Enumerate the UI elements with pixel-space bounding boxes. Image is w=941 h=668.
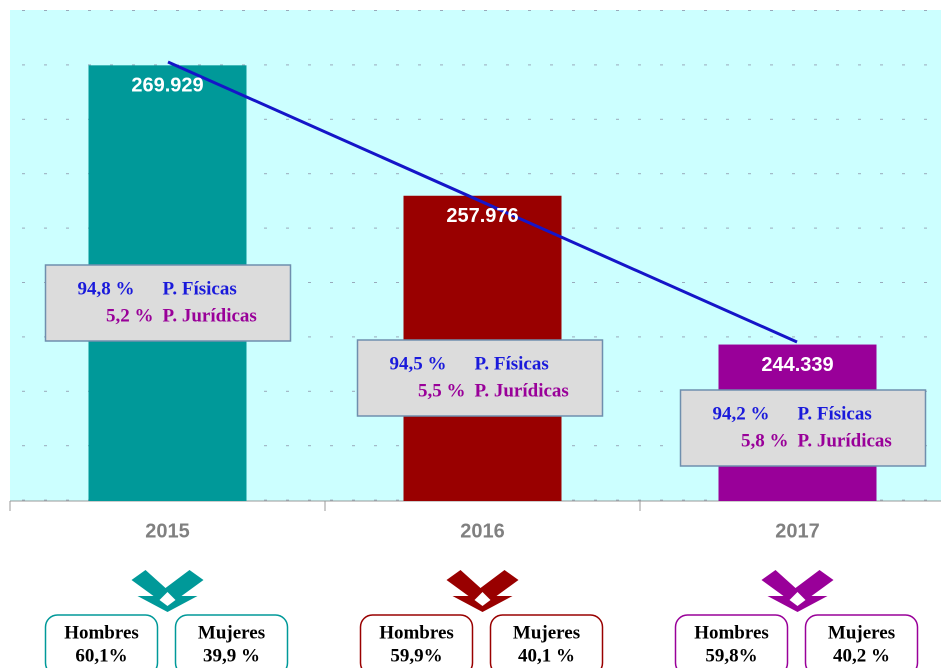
mujeres-pct: 40,1 % xyxy=(518,645,575,666)
value-label: 244.339 xyxy=(761,354,833,376)
hombres-label: Hombres xyxy=(694,622,769,643)
hombres-pct: 59,8% xyxy=(705,645,757,666)
x-tick-label: 2016 xyxy=(460,520,505,542)
x-tick-label: 2017 xyxy=(775,520,820,542)
hombres-box xyxy=(359,614,474,668)
arrow-notch xyxy=(789,592,806,606)
mujeres-label: Mujeres xyxy=(513,622,580,643)
split-arrow xyxy=(761,570,834,612)
fisicas-pct: 94,8 % xyxy=(78,278,135,299)
value-label: 257.976 xyxy=(446,205,518,227)
juridicas-label: P. Jurídicas xyxy=(163,305,257,326)
mujeres-box xyxy=(804,614,919,668)
trend-line xyxy=(167,60,798,344)
split-arrow xyxy=(131,570,204,612)
x-tick-label: 2015 xyxy=(145,520,190,542)
mujeres-pct: 39,9 % xyxy=(203,645,260,666)
hombres-pct: 59,9% xyxy=(390,645,442,666)
mujeres-label: Mujeres xyxy=(198,622,265,643)
fisicas-pct: 94,5 % xyxy=(390,353,447,374)
fisicas-label: P. Físicas xyxy=(475,353,549,374)
mujeres-box xyxy=(489,614,604,668)
annotation-box xyxy=(44,264,292,342)
juridicas-label: P. Jurídicas xyxy=(798,430,892,451)
arrow-notch xyxy=(159,592,176,606)
juridicas-pct: 5,8 % xyxy=(741,430,789,451)
annotation-box xyxy=(356,339,604,417)
value-label: 269.929 xyxy=(131,75,203,97)
hombres-pct: 60,1% xyxy=(75,645,127,666)
annotation-box xyxy=(679,389,927,467)
mujeres-label: Mujeres xyxy=(828,622,895,643)
hombres-label: Hombres xyxy=(64,622,139,643)
fisicas-label: P. Físicas xyxy=(798,403,872,424)
juridicas-label: P. Jurídicas xyxy=(475,380,569,401)
hombres-label: Hombres xyxy=(379,622,454,643)
arrow-notch xyxy=(474,592,491,606)
hombres-box xyxy=(44,614,159,668)
hombres-box xyxy=(674,614,789,668)
split-arrow xyxy=(446,570,519,612)
mujeres-pct: 40,2 % xyxy=(833,645,890,666)
juridicas-pct: 5,2 % xyxy=(106,305,154,326)
fisicas-pct: 94,2 % xyxy=(713,403,770,424)
mujeres-box xyxy=(174,614,289,668)
juridicas-pct: 5,5 % xyxy=(418,380,466,401)
fisicas-label: P. Físicas xyxy=(163,278,237,299)
